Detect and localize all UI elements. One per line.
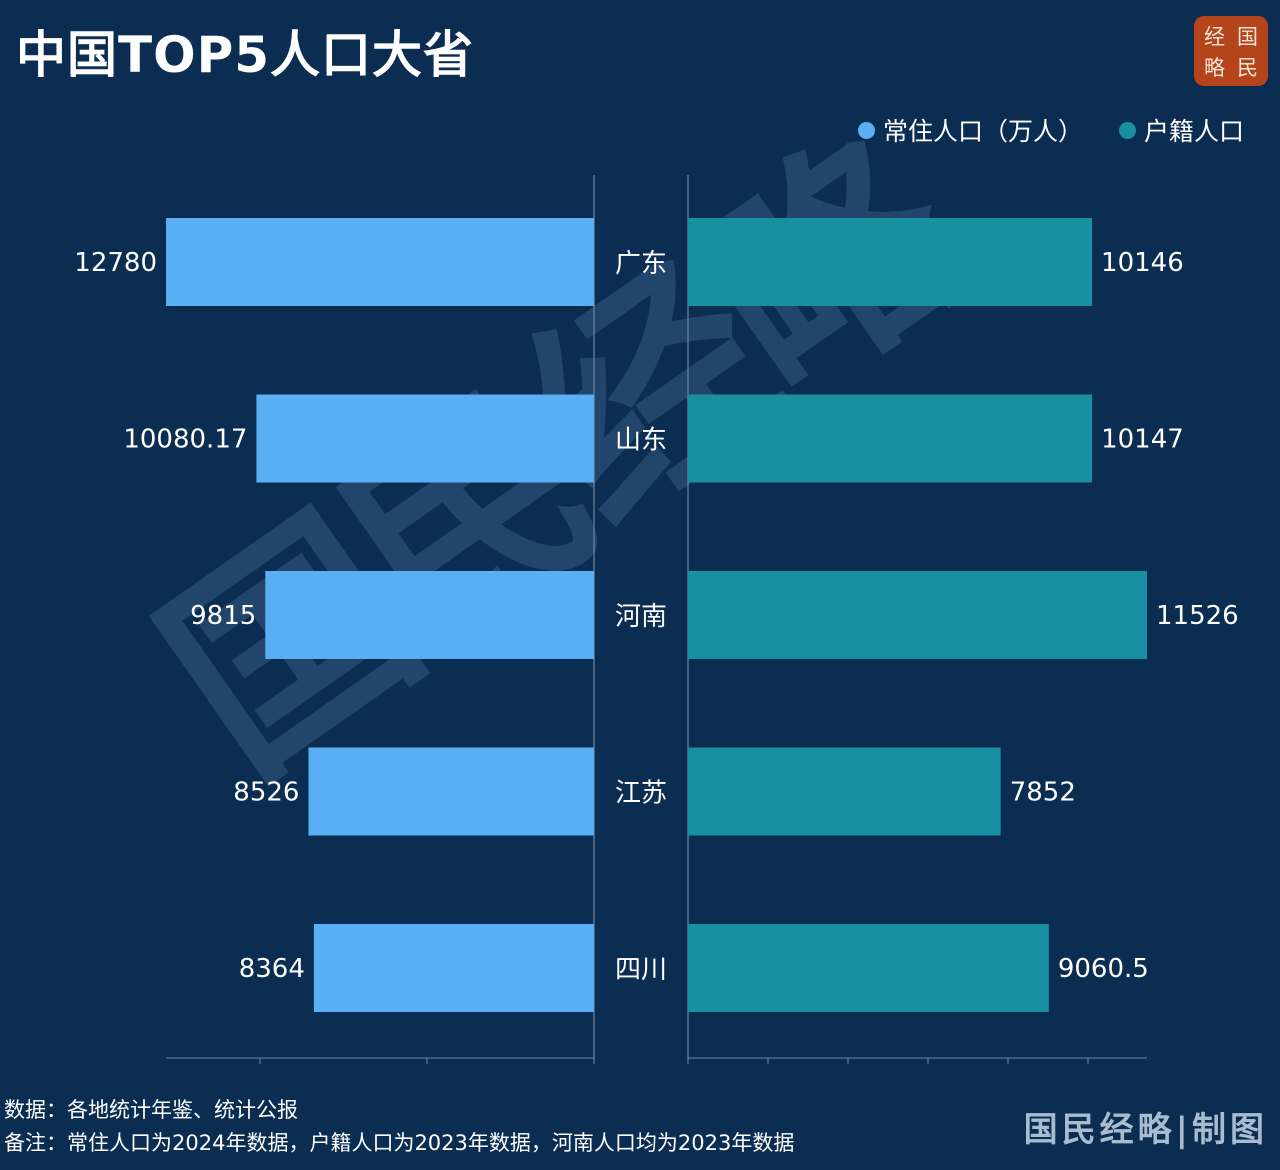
- bar-registered-4: [688, 924, 1049, 1012]
- bar-resident-0: [166, 218, 594, 306]
- bar-resident-1: [256, 394, 594, 483]
- data-label-resident: 8526: [233, 778, 299, 808]
- remark-note: 备注：常住人口为2024年数据，户籍人口为2023年数据，河南人口均为2023年…: [4, 1131, 795, 1155]
- data-label-resident: 10080.17: [123, 425, 247, 455]
- data-label-registered: 10146: [1101, 248, 1184, 278]
- legend-label-resident: 常住人口（万人）: [882, 117, 1083, 146]
- footer-brand: 国民经略|制图: [1023, 1110, 1268, 1150]
- bar-resident-4: [313, 924, 594, 1012]
- bar-resident-2: [265, 571, 594, 659]
- legend-item-resident: 常住人口（万人）: [857, 112, 1083, 148]
- legend-label-registered: 户籍人口: [1143, 117, 1244, 146]
- bar-registered-2: [688, 571, 1147, 659]
- data-label-registered: 9060.5: [1058, 954, 1149, 984]
- data-label-registered: 11526: [1156, 601, 1239, 631]
- logo-char: 民: [1237, 55, 1258, 80]
- logo-char: 国: [1237, 24, 1258, 49]
- chart-legend: 常住人口（万人） 户籍人口: [857, 112, 1244, 148]
- category-label: 江苏: [615, 779, 667, 809]
- category-label: 广东: [615, 249, 667, 279]
- category-label: 四川: [615, 955, 667, 985]
- bar-registered-1: [688, 394, 1093, 483]
- data-source-note: 数据：各地统计年鉴、统计公报: [4, 1098, 298, 1122]
- logo-char: 略: [1204, 55, 1225, 80]
- data-label-registered: 7852: [1010, 778, 1076, 808]
- data-label-resident: 12780: [74, 248, 157, 278]
- legend-dot-registered: [1118, 121, 1136, 139]
- legend-dot-resident: [857, 121, 875, 139]
- category-label: 河南: [615, 602, 667, 632]
- bar-resident-3: [308, 747, 594, 836]
- chart-title: 中国TOP5人口大省: [16, 26, 475, 84]
- category-label: 山东: [615, 426, 667, 456]
- logo-char: 经: [1204, 24, 1225, 49]
- data-label-resident: 9815: [190, 601, 256, 631]
- bar-registered-3: [688, 747, 1001, 836]
- bar-registered-0: [688, 218, 1093, 306]
- legend-item-registered: 户籍人口: [1118, 112, 1244, 148]
- data-label-resident: 8364: [239, 954, 305, 984]
- brand-logo: 经 国 略 民: [1194, 16, 1268, 86]
- data-label-registered: 10147: [1101, 425, 1184, 455]
